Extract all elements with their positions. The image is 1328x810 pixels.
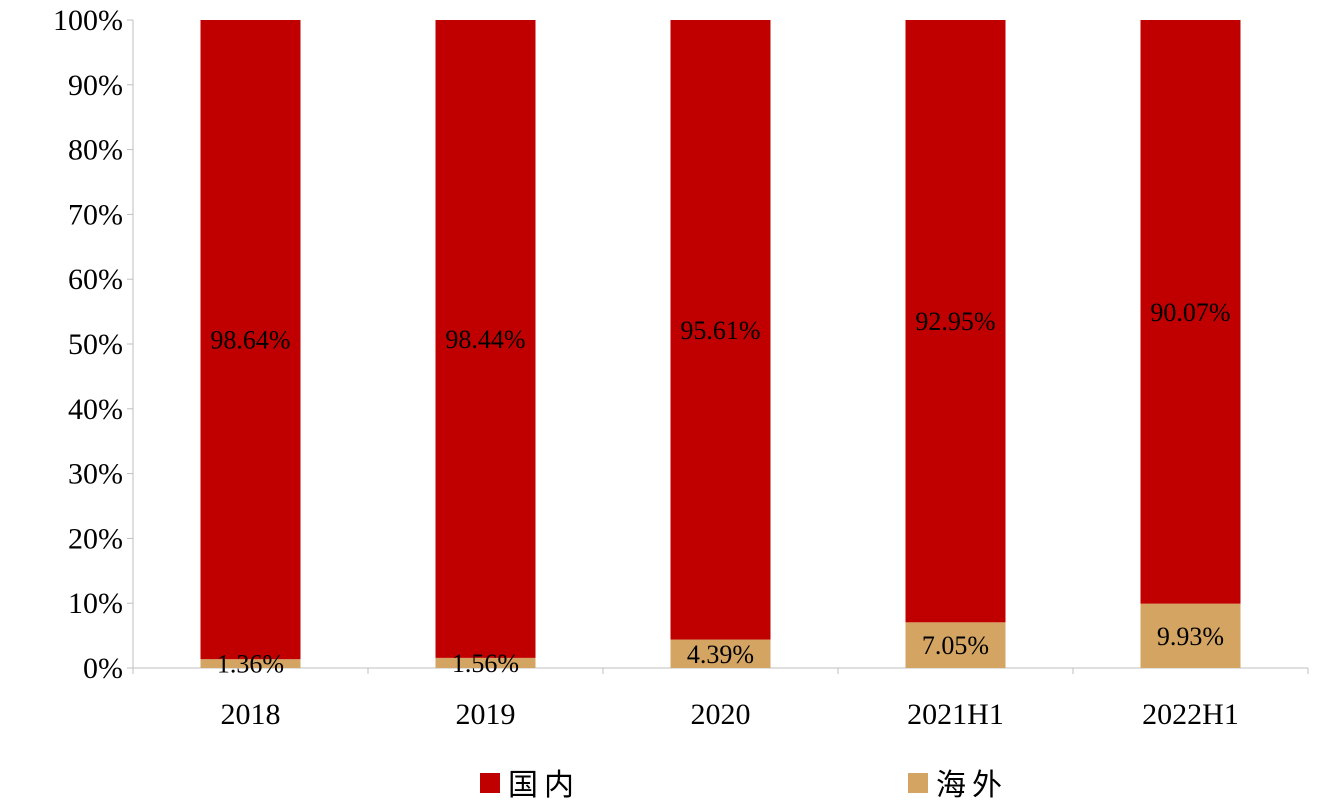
legend: 国内 海外 (480, 768, 1008, 803)
x-tick-label: 2018 (221, 698, 281, 731)
x-tick-label: 2019 (456, 698, 516, 731)
y-tick-label: 80% (68, 134, 123, 167)
data-label-overseas: 9.93% (1157, 622, 1224, 651)
y-tick-label: 40% (68, 393, 123, 426)
data-label-domestic: 90.07% (1150, 298, 1230, 327)
legend-swatch (480, 773, 500, 793)
axes-group: 0% 10% 20% 30% 40% 50% 60% 70% 80% 90% 100% 2018 201… (53, 4, 1309, 731)
data-label-overseas: 1.36% (217, 650, 284, 679)
y-tick-label: 50% (68, 328, 123, 361)
data-label-domestic: 92.95% (915, 307, 995, 336)
x-tick-label: 2022H1 (1142, 698, 1239, 731)
data-label-overseas: 7.05% (922, 631, 989, 660)
y-tick-label: 90% (68, 69, 123, 102)
data-label-overseas: 1.56% (452, 649, 519, 678)
data-label-domestic: 98.44% (445, 325, 525, 354)
data-labels-group: 1.36% 98.64% 1.56% 98.44% 4.39% 95.61% 7.05% 92… (210, 298, 1230, 679)
bar-domestic (905, 20, 1006, 623)
y-tick-label: 70% (68, 198, 123, 231)
legend-swatch (908, 773, 928, 793)
y-tick-label: 100% (53, 4, 123, 37)
y-tick-label: 60% (68, 263, 123, 296)
bar-overseas (1140, 603, 1241, 668)
bar-overseas (905, 622, 1006, 668)
y-tick-label: 30% (68, 458, 123, 491)
bar-domestic (670, 20, 771, 640)
legend-label: 国内 (508, 768, 580, 803)
y-tick-label: 0% (83, 652, 123, 685)
data-label-domestic: 98.64% (210, 326, 290, 355)
bar-overseas (200, 659, 301, 668)
data-label-domestic: 95.61% (680, 316, 760, 345)
bar-overseas (435, 657, 536, 668)
x-tick-label: 2020 (691, 698, 751, 731)
bar-domestic (200, 20, 301, 660)
y-tick-label: 10% (68, 587, 123, 620)
bars-group (200, 20, 1241, 668)
legend-label: 海外 (936, 768, 1008, 803)
y-tick-label: 20% (68, 522, 123, 555)
bar-domestic (435, 20, 536, 658)
bar-domestic (1140, 20, 1241, 604)
data-label-overseas: 4.39% (687, 640, 754, 669)
x-tick-label: 2021H1 (907, 698, 1004, 731)
bar-overseas (670, 639, 771, 668)
